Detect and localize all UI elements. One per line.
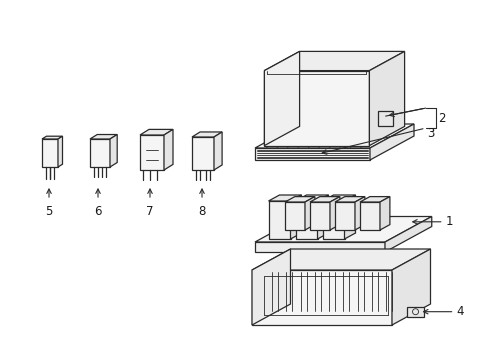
Polygon shape (334, 197, 364, 202)
Polygon shape (317, 195, 328, 239)
Polygon shape (268, 201, 290, 239)
Polygon shape (214, 132, 222, 170)
Polygon shape (305, 197, 314, 230)
Polygon shape (359, 197, 389, 202)
Polygon shape (140, 135, 163, 170)
Polygon shape (90, 135, 117, 139)
Polygon shape (42, 139, 58, 167)
Polygon shape (379, 197, 389, 230)
Polygon shape (140, 129, 173, 135)
Polygon shape (58, 136, 62, 167)
Text: 7: 7 (146, 205, 153, 218)
Polygon shape (192, 137, 214, 170)
Polygon shape (359, 202, 379, 230)
Polygon shape (264, 51, 299, 145)
Polygon shape (406, 307, 423, 317)
Polygon shape (309, 202, 329, 230)
Polygon shape (309, 197, 339, 202)
Text: 6: 6 (94, 205, 102, 218)
Polygon shape (90, 139, 110, 167)
Text: 5: 5 (45, 205, 53, 218)
Text: 1: 1 (445, 215, 452, 228)
Polygon shape (391, 249, 429, 325)
Polygon shape (295, 201, 317, 239)
Polygon shape (110, 135, 117, 167)
Polygon shape (254, 124, 413, 148)
Polygon shape (322, 201, 344, 239)
Polygon shape (251, 249, 290, 325)
Polygon shape (268, 195, 301, 201)
Text: 8: 8 (198, 205, 205, 218)
Polygon shape (329, 197, 339, 230)
Polygon shape (192, 132, 222, 137)
Polygon shape (163, 129, 173, 170)
Polygon shape (251, 249, 429, 270)
Polygon shape (369, 124, 413, 160)
Polygon shape (285, 202, 305, 230)
Polygon shape (254, 242, 384, 252)
Polygon shape (264, 71, 368, 145)
Polygon shape (377, 111, 392, 126)
Text: 2: 2 (437, 112, 444, 125)
Polygon shape (285, 197, 314, 202)
Text: 4: 4 (456, 305, 463, 318)
Polygon shape (254, 216, 431, 242)
Polygon shape (42, 136, 62, 139)
Polygon shape (295, 195, 328, 201)
Polygon shape (264, 51, 404, 71)
Polygon shape (254, 148, 369, 160)
Polygon shape (290, 195, 301, 239)
Polygon shape (322, 195, 355, 201)
Polygon shape (354, 197, 364, 230)
Text: 3: 3 (427, 127, 434, 140)
Polygon shape (368, 51, 404, 145)
Polygon shape (344, 195, 355, 239)
Polygon shape (251, 270, 391, 325)
Polygon shape (384, 216, 431, 252)
Polygon shape (334, 202, 354, 230)
